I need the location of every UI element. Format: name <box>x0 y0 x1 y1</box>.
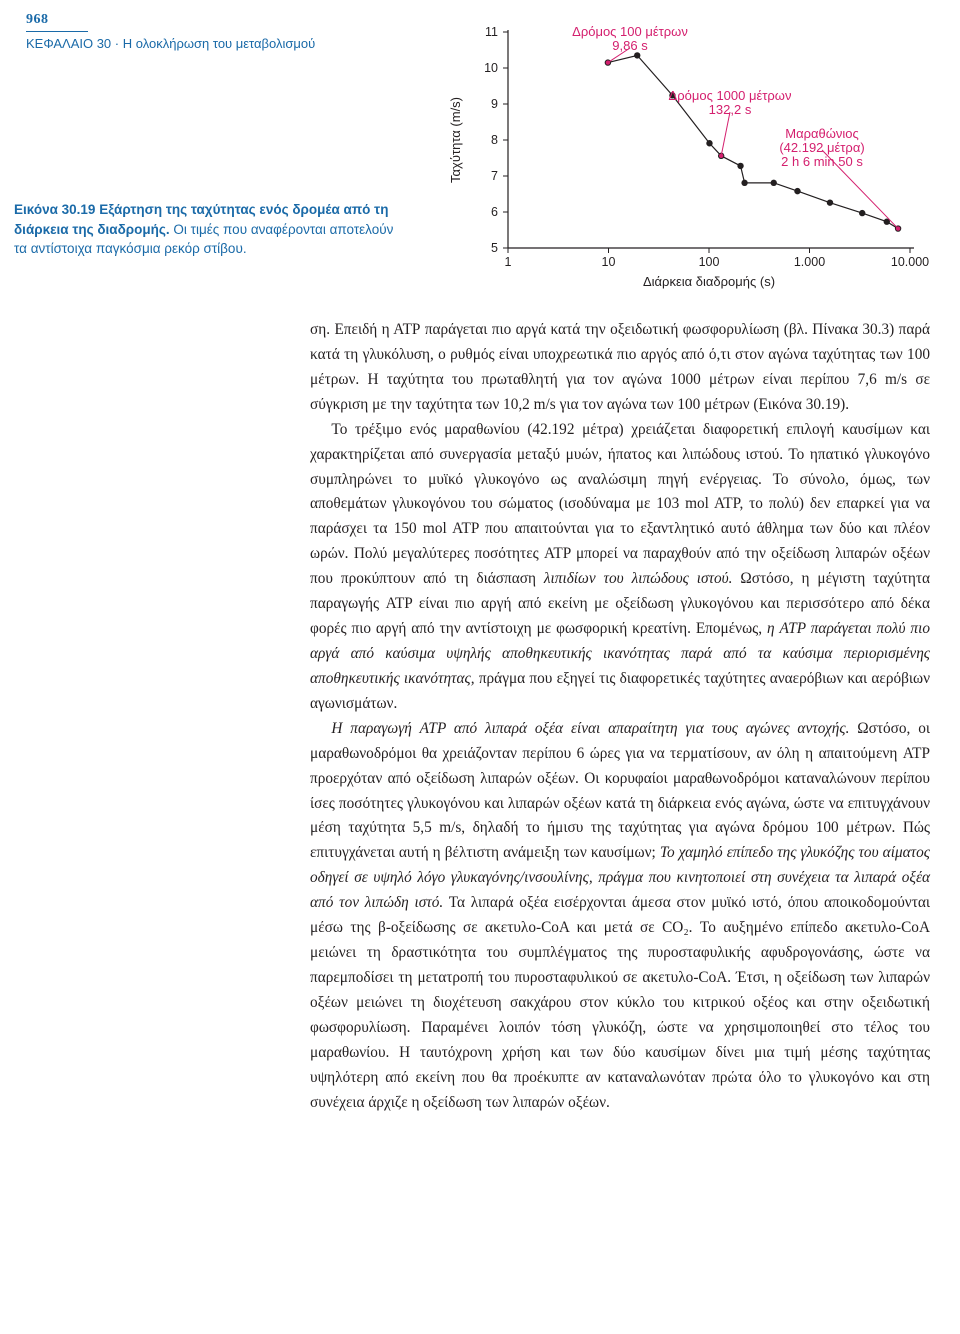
svg-text:6: 6 <box>491 205 498 219</box>
figure-label: Εικόνα 30.19 <box>14 202 99 217</box>
svg-text:9: 9 <box>491 97 498 111</box>
figure-caption: Εικόνα 30.19 Εξάρτηση της ταχύτητας ενός… <box>14 200 394 259</box>
paragraph-3: Η παραγωγή ATP από λιπαρά οξέα είναι απα… <box>310 717 930 1116</box>
p3-d: Τα λιπαρά οξέα εισέρχονται άμεσα στον μυ… <box>310 894 930 1110</box>
chart-svg: 5678910111101001.00010.000Διάρκεια διαδρ… <box>430 18 930 290</box>
svg-text:Ταχύτητα (m/s): Ταχύτητα (m/s) <box>448 97 463 183</box>
svg-text:10.000: 10.000 <box>891 255 929 269</box>
speed-duration-chart: 5678910111101001.00010.000Διάρκεια διαδρ… <box>430 18 930 290</box>
paragraph-1: ση. Επειδή η ΑΤΡ παράγεται πιο αργά κατά… <box>310 318 930 418</box>
svg-text:8: 8 <box>491 133 498 147</box>
p3-b: Ωστόσο, οι μαραθωνοδρόμοι θα χρειάζονταν… <box>310 720 930 862</box>
svg-text:7: 7 <box>491 169 498 183</box>
svg-text:5: 5 <box>491 241 498 255</box>
svg-text:1.000: 1.000 <box>794 255 825 269</box>
svg-text:10: 10 <box>602 255 616 269</box>
paragraph-2: Το τρέξιμο ενός μαραθωνίου (42.192 μέτρα… <box>310 418 930 717</box>
svg-text:2 h 6 min 50 s: 2 h 6 min 50 s <box>781 154 863 169</box>
svg-text:Μαραθώνιος: Μαραθώνιος <box>785 126 859 141</box>
svg-text:1: 1 <box>505 255 512 269</box>
svg-text:100: 100 <box>699 255 720 269</box>
header-rule <box>26 31 88 32</box>
body-text: ση. Επειδή η ΑΤΡ παράγεται πιο αργά κατά… <box>310 318 930 1116</box>
svg-text:(42.192 μέτρα): (42.192 μέτρα) <box>779 140 864 155</box>
p2-b: λιπιδίων του λιπώδους ιστού. <box>544 570 733 587</box>
p2-a: Το τρέξιμο ενός μαραθωνίου (42.192 μέτρα… <box>310 421 930 588</box>
svg-text:Διάρκεια διαδρομής (s): Διάρκεια διαδρομής (s) <box>643 274 775 289</box>
page-header: 968 ΚΕΦΑΛΑΙΟ 30 · Η ολοκλήρωση του μεταβ… <box>26 12 386 51</box>
svg-text:132,2 s: 132,2 s <box>709 102 752 117</box>
chapter-line: ΚΕΦΑΛΑΙΟ 30 · Η ολοκλήρωση του μεταβολισ… <box>26 36 386 51</box>
svg-text:10: 10 <box>484 61 498 75</box>
svg-text:Δρόμος 1000 μέτρων: Δρόμος 1000 μέτρων <box>669 88 792 103</box>
svg-text:Δρόμος 100 μέτρων: Δρόμος 100 μέτρων <box>572 24 688 39</box>
svg-text:11: 11 <box>485 25 498 39</box>
p3-a: Η παραγωγή ATP από λιπαρά οξέα είναι απα… <box>331 720 849 737</box>
page-number: 968 <box>26 12 386 28</box>
svg-text:9,86 s: 9,86 s <box>612 38 648 53</box>
